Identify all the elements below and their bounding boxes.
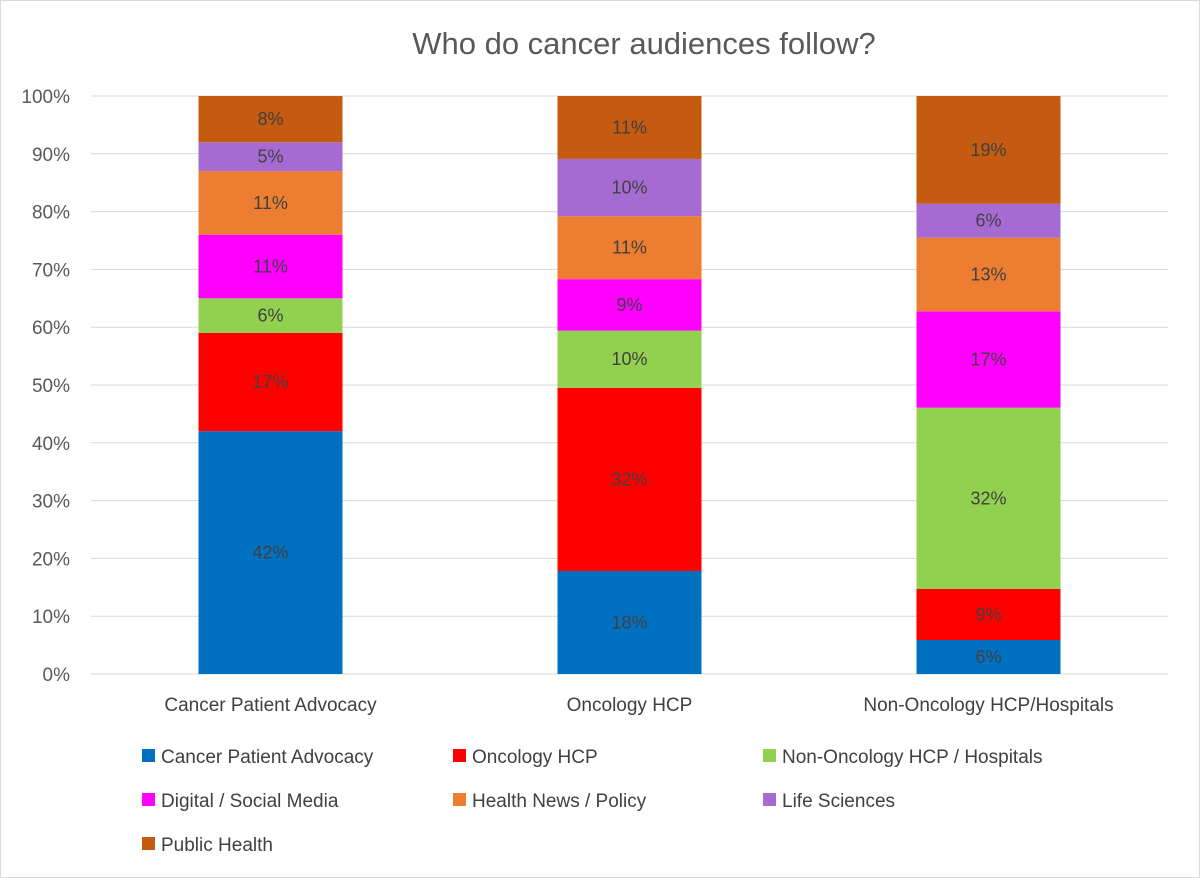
legend-swatch: [453, 793, 466, 806]
legend-label: Cancer Patient Advocacy: [161, 747, 374, 768]
data-label: 6%: [975, 647, 1001, 667]
x-category-label: Cancer Patient Advocacy: [164, 695, 377, 716]
data-label: 32%: [970, 488, 1006, 508]
y-tick-label: 100%: [21, 87, 70, 108]
bar-segment: [916, 640, 1061, 674]
legend-swatch: [453, 749, 466, 762]
y-tick-label: 70%: [32, 260, 70, 281]
data-label: 10%: [611, 349, 647, 369]
bar-segment: [198, 171, 343, 235]
bar-segment: [916, 237, 1061, 312]
data-label: 8%: [257, 109, 283, 129]
legend-swatch: [763, 793, 776, 806]
bar-segment: [198, 431, 343, 674]
y-tick-label: 40%: [32, 434, 70, 455]
legend: Cancer Patient Advocacy Oncology HCP Non-O…: [142, 747, 1042, 856]
bar-segment: [557, 216, 702, 280]
bar-segment: [916, 311, 1061, 408]
bar-segment: [198, 298, 343, 333]
data-label: 42%: [252, 543, 288, 563]
data-label: 18%: [611, 612, 647, 632]
bars: [198, 96, 1061, 674]
data-label: 6%: [257, 306, 283, 326]
data-label: 11%: [612, 238, 647, 258]
y-tick-label: 80%: [32, 203, 70, 224]
data-labels: 42% 17% 6% 11% 11% 5% 8% 18% 32% 10% 9% 11% 10% 11% 6%…: [252, 109, 1006, 667]
data-label: 11%: [253, 193, 288, 213]
data-label: 17%: [970, 350, 1006, 370]
bar-segment: [557, 158, 702, 217]
data-label: 32%: [611, 469, 647, 489]
data-label: 6%: [975, 211, 1001, 231]
bar-segment: [916, 203, 1061, 238]
legend-label: Digital / Social Media: [161, 791, 339, 812]
data-label: 9%: [616, 295, 642, 315]
bar-segment: [198, 234, 343, 299]
legend-label: Oncology HCP: [472, 747, 598, 768]
bar-segment: [557, 570, 702, 674]
data-label: 10%: [611, 178, 647, 198]
y-tick-label: 30%: [32, 492, 70, 513]
bar-segment: [198, 96, 343, 143]
bar-segment: [557, 387, 702, 571]
y-tick-label: 50%: [32, 376, 70, 397]
legend-label: Health News / Policy: [472, 791, 647, 812]
legend-label: Public Health: [161, 835, 273, 856]
data-label: 5%: [257, 147, 283, 167]
bar-segment: [916, 96, 1061, 204]
x-axis-categories: Cancer Patient Advocacy Oncology HCP Non-O…: [164, 695, 1113, 716]
data-label: 17%: [252, 372, 288, 392]
bar-segment: [916, 407, 1061, 589]
bar-segment: [198, 142, 343, 172]
legend-swatch: [142, 749, 155, 762]
y-tick-label: 90%: [32, 145, 70, 166]
x-category-label: Oncology HCP: [567, 695, 693, 716]
legend-swatch: [142, 837, 155, 850]
y-tick-label: 0%: [43, 665, 71, 686]
y-axis-ticks: 0% 10% 20% 30% 40% 50% 60% 70% 80% 90% 100%: [21, 87, 70, 686]
data-label: 9%: [975, 605, 1001, 625]
data-label: 13%: [970, 265, 1006, 285]
chart-title: Who do cancer audiences follow?: [412, 26, 876, 61]
y-tick-label: 20%: [32, 549, 70, 570]
legend-label: Life Sciences: [782, 791, 895, 812]
bar-segment: [557, 96, 702, 159]
x-category-label: Non-Oncology HCP/Hospitals: [863, 695, 1113, 716]
bar-segment: [557, 279, 702, 331]
legend-swatch: [763, 749, 776, 762]
y-tick-label: 60%: [32, 318, 70, 339]
bar-segment: [916, 589, 1061, 640]
y-tick-label: 10%: [32, 607, 70, 628]
bar-segment: [557, 330, 702, 388]
data-label: 19%: [970, 140, 1006, 160]
bar-segment: [198, 332, 343, 432]
data-label: 11%: [253, 257, 288, 277]
legend-swatch: [142, 793, 155, 806]
data-label: 11%: [612, 117, 647, 137]
legend-label: Non-Oncology HCP / Hospitals: [782, 747, 1042, 768]
